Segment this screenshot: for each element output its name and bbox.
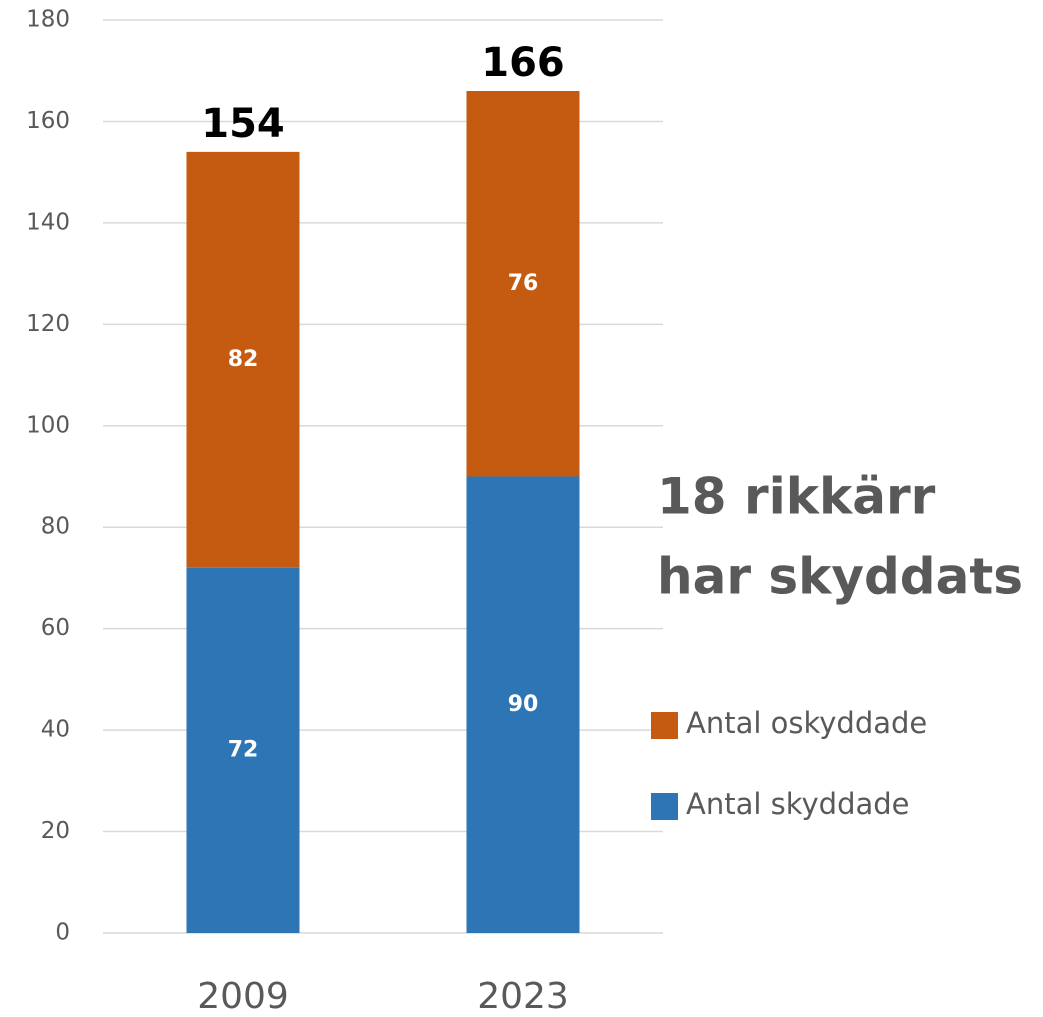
- y-tick-label: 140: [26, 209, 70, 235]
- y-tick-label: 20: [41, 818, 70, 844]
- legend-swatch: [651, 793, 678, 820]
- y-tick-label: 40: [41, 717, 70, 743]
- y-tick-label: 100: [26, 412, 70, 438]
- value-label: 82: [228, 347, 259, 372]
- bar-segment: [466, 476, 580, 933]
- x-tick-label: 2023: [477, 976, 569, 1017]
- bar-segment: [186, 151, 300, 568]
- total-label: 154: [201, 101, 285, 147]
- y-tick-label: 80: [41, 514, 70, 540]
- x-tick-label: 2009: [197, 976, 289, 1017]
- total-label: 166: [481, 40, 565, 86]
- bar-segment: [466, 91, 580, 477]
- y-tick-label: 0: [55, 920, 70, 946]
- bar-segment: [186, 567, 300, 933]
- y-tick-label: 160: [26, 108, 70, 134]
- legend-label: Antal oskyddade: [686, 706, 927, 740]
- y-tick-label: 60: [41, 615, 70, 641]
- legend-label: Antal skyddade: [686, 787, 910, 821]
- legend-swatch: [651, 712, 678, 739]
- value-label: 72: [228, 737, 259, 762]
- annotation: har skyddats: [657, 548, 1023, 606]
- value-label: 76: [508, 271, 539, 296]
- annotation: 18 rikkärr: [657, 468, 936, 526]
- y-tick-label: 120: [26, 311, 70, 337]
- y-tick-label: 180: [26, 7, 70, 33]
- value-label: 90: [508, 692, 539, 717]
